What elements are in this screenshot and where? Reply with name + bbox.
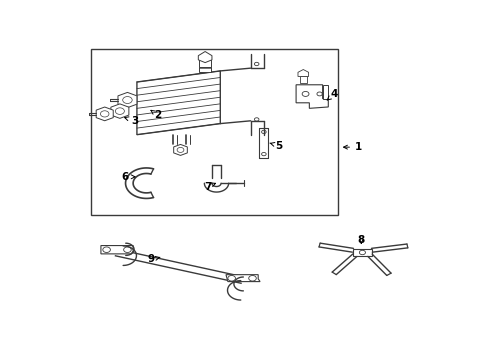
Text: 6: 6 — [121, 172, 135, 182]
Polygon shape — [101, 246, 133, 254]
Polygon shape — [137, 71, 220, 135]
Text: 2: 2 — [151, 110, 161, 120]
Polygon shape — [198, 51, 211, 63]
Polygon shape — [111, 104, 129, 118]
Polygon shape — [118, 93, 137, 108]
Text: 5: 5 — [269, 141, 282, 151]
Text: 9: 9 — [147, 255, 160, 264]
Text: 4: 4 — [326, 90, 337, 100]
Polygon shape — [297, 69, 308, 76]
Bar — [199, 67, 211, 72]
Text: 3: 3 — [124, 116, 139, 126]
Polygon shape — [296, 85, 327, 108]
Text: 8: 8 — [357, 235, 364, 245]
Bar — [352, 249, 371, 256]
Polygon shape — [225, 275, 260, 282]
Text: 1: 1 — [343, 142, 362, 152]
Bar — [91, 49, 337, 215]
Polygon shape — [173, 144, 187, 156]
Text: 7: 7 — [203, 181, 215, 192]
Bar — [299, 76, 306, 84]
Polygon shape — [322, 85, 327, 99]
Polygon shape — [96, 107, 113, 121]
Bar — [199, 56, 210, 67]
